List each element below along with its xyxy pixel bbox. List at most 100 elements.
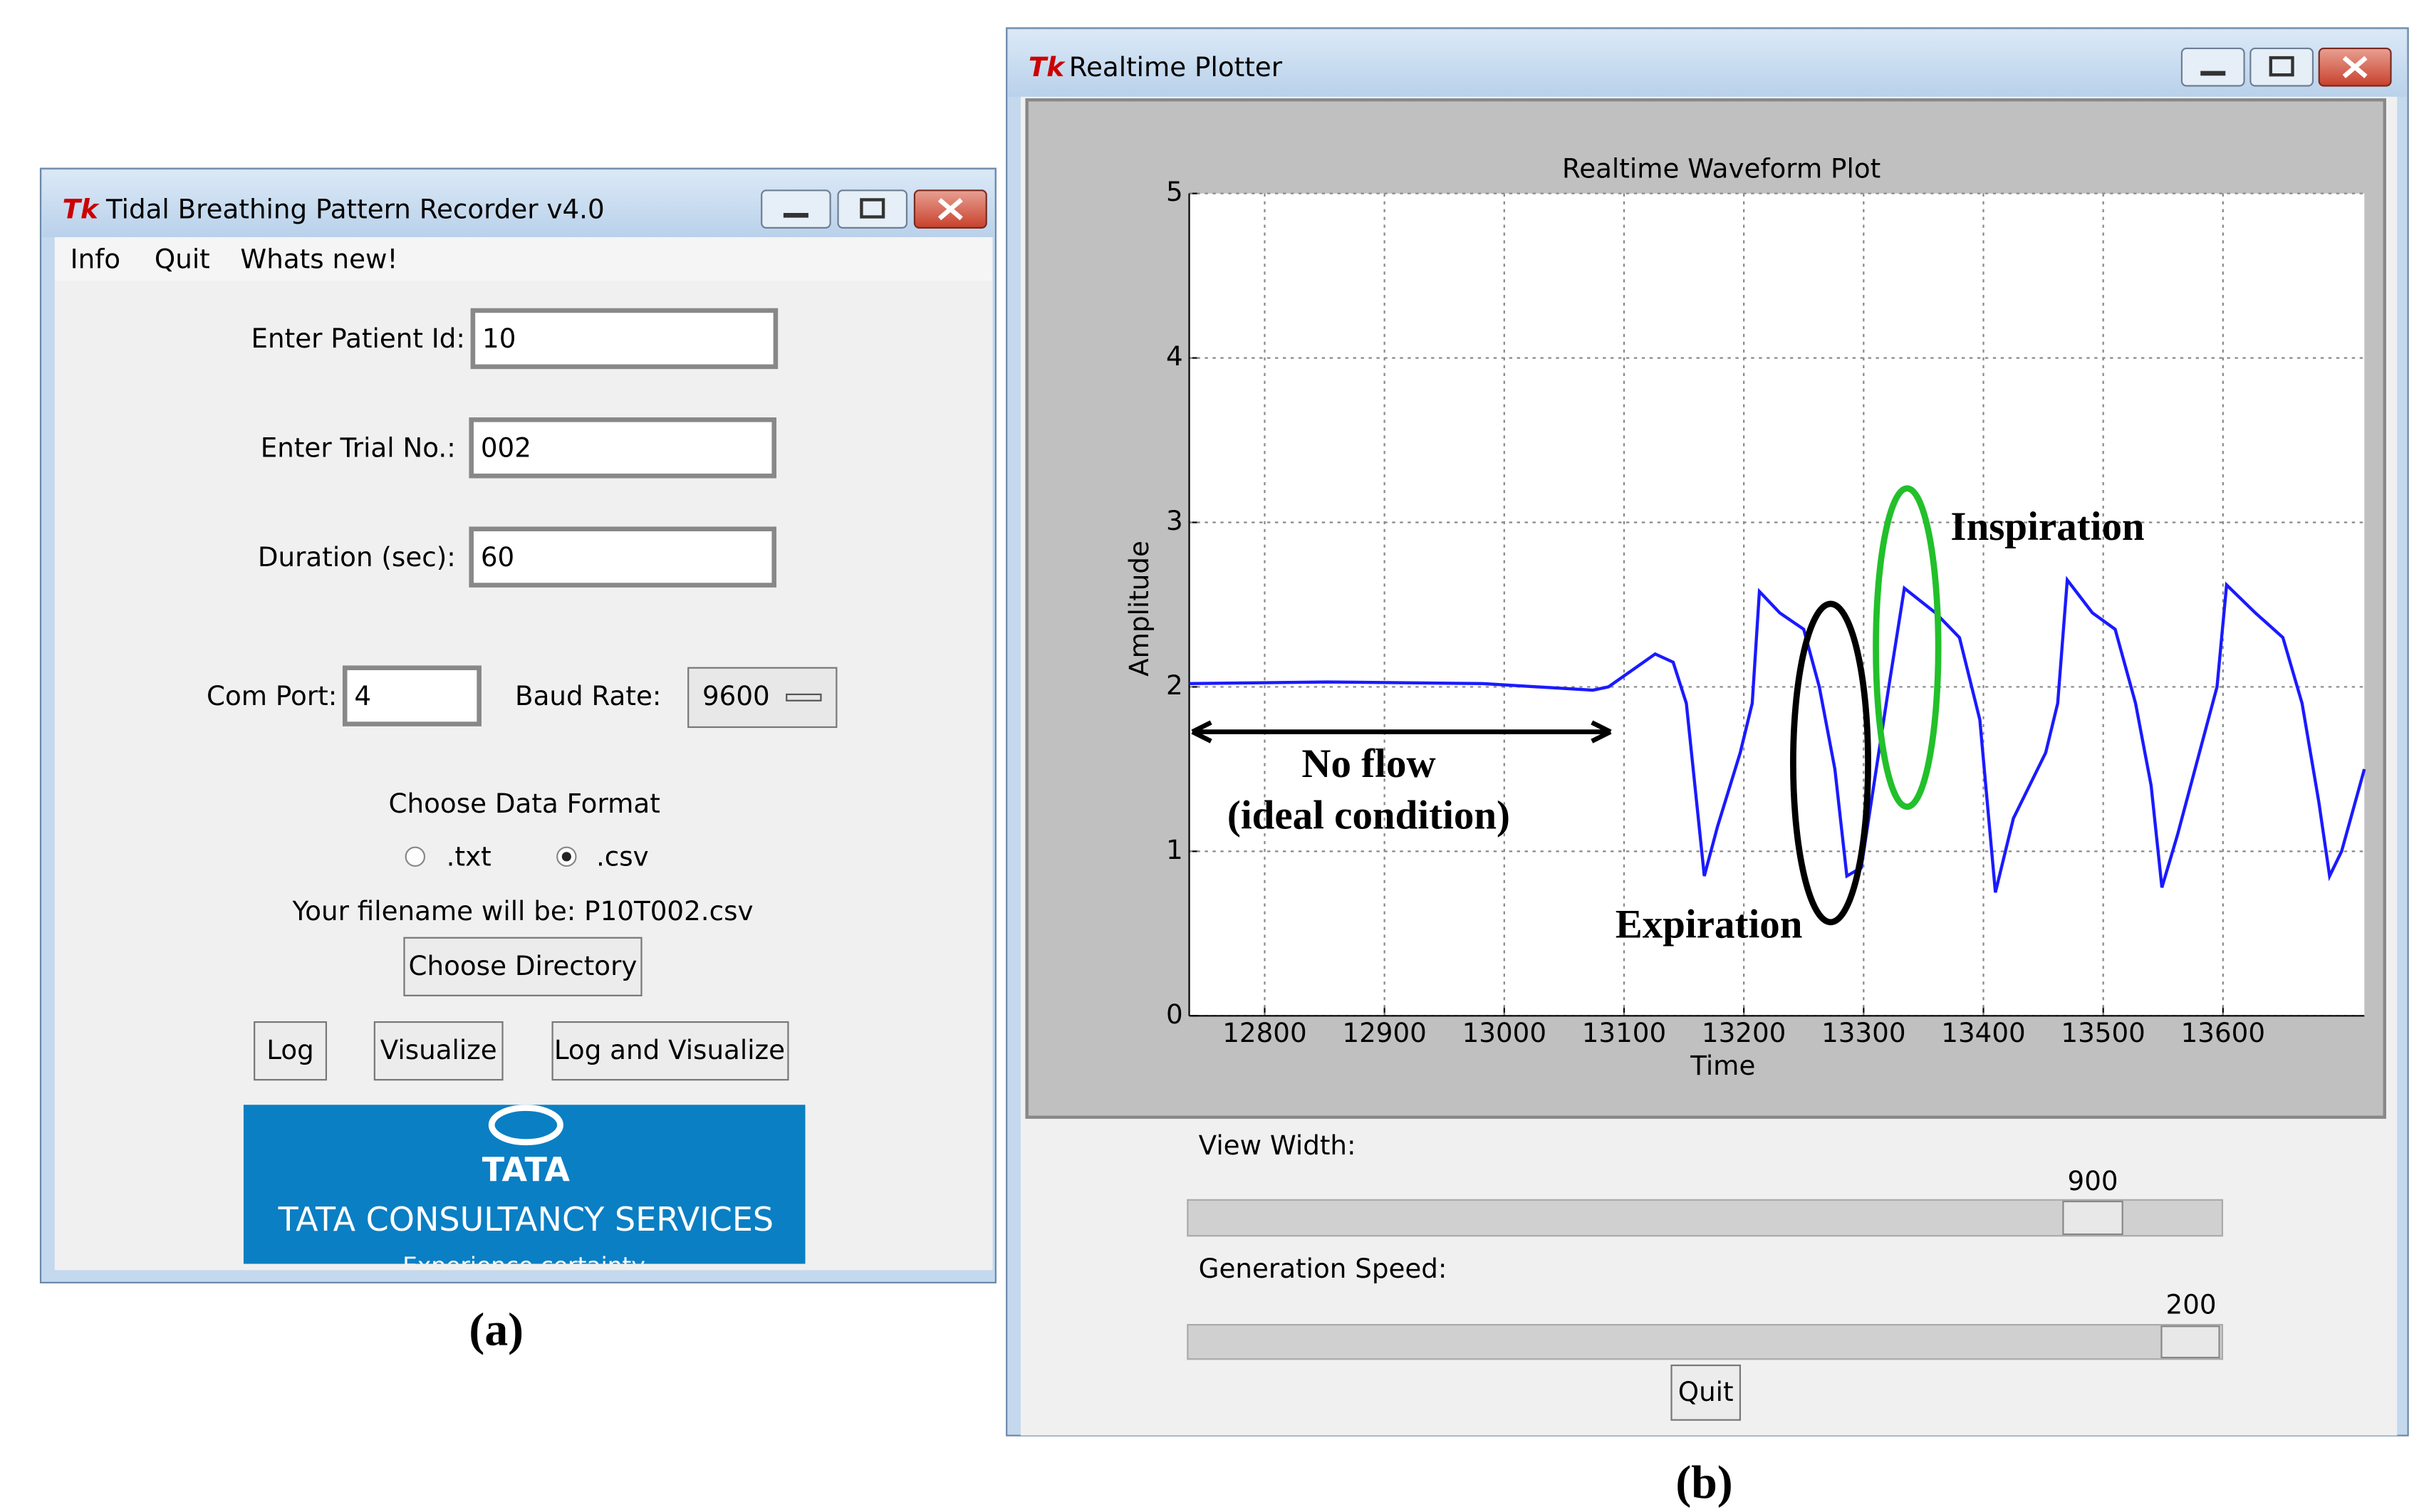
y-axis-label: Amplitude [1123,541,1155,677]
field-label: Com Port: [207,680,337,711]
text-input[interactable] [342,665,482,726]
plotter-window: Tk Realtime Plotter 0 1 2 3 4 5 12800 12900 1300… [1006,27,2409,1437]
button[interactable] [373,1021,504,1081]
tk-icon: Tk [63,193,100,224]
button-label: Log [266,1034,314,1065]
button[interactable] [551,1021,789,1081]
input-value: 002 [481,432,531,463]
button[interactable] [403,937,643,996]
menu-item[interactable]: Quit [155,243,210,274]
button-label: Log and Visualize [554,1034,785,1065]
input-value: 4 [354,680,371,711]
logo: TATA TATA CONSULTANCY SERVICES Experienc… [243,1105,806,1280]
menu-item[interactable]: Whats new! [240,243,397,274]
caption: (b) [1675,1456,1732,1508]
x-tick-label: 13600 [2181,1017,2265,1048]
y-tick-label: 1 [1166,834,1183,865]
field-label: Duration (sec): [258,541,456,573]
text-input[interactable] [469,417,777,479]
tk-icon: Tk [1029,51,1066,83]
x-tick-label: 13400 [1941,1017,2025,1048]
radio-label: .txt [447,841,491,872]
slider-trough[interactable] [1187,1323,2224,1360]
logo-company: TATA CONSULTANCY SERVICES [278,1200,774,1239]
button[interactable] [254,1021,328,1081]
logo-brand: TATA [482,1150,571,1189]
menu-bar [54,237,993,281]
slider-label: Generation Speed: [1199,1253,1447,1284]
y-tick-label: 0 [1166,999,1183,1030]
logo-emblem [488,1105,563,1146]
plot-area [1189,193,2365,1016]
duration-field: Duration (sec): 60 [258,526,777,588]
slider-label: View Width: [1199,1130,1356,1161]
trial-field: Enter Trial No.: 002 [261,417,777,479]
button-label: Quit [1678,1376,1734,1407]
annotation: Expiration [1616,902,1803,947]
y-tick-label: 2 [1166,669,1183,701]
option-value: 9600 [702,680,770,711]
minimize-button[interactable] [2180,47,2245,87]
annotation: No flow [1301,741,1435,786]
waveform-line [1189,575,2366,893]
title-bar [42,170,994,238]
chart-title: Realtime Waveform Plot [1562,152,1880,184]
input-value: 10 [482,323,516,354]
slider-value: 900 [2068,1165,2118,1196]
input-value: 60 [481,541,514,573]
x-tick-label: 13300 [1821,1017,1905,1048]
y-tick-label: 4 [1166,340,1183,372]
annotation: Inspiration [1950,504,2144,549]
x-tick-label: 13200 [1702,1017,1786,1048]
highlight-ellipse [1873,485,1942,810]
button-label: Choose Directory [409,950,638,981]
button-label: Visualize [380,1034,497,1065]
field-label: Baud Rate: [515,680,661,711]
maximize-button[interactable] [837,189,908,229]
x-tick-label: 12900 [1342,1017,1426,1048]
slider-thumb[interactable] [2062,1200,2123,1236]
highlight-ellipse [1790,600,1871,926]
y-tick-label: 3 [1166,505,1183,536]
title-bar [1008,29,2407,97]
maximize-button[interactable] [2249,47,2314,87]
icon [2269,56,2294,77]
patient-field: Enter Patient Id: 10 [251,308,779,370]
y-tick-label: 5 [1166,176,1183,207]
icon [860,198,885,219]
logo-tagline: Experience certainty. [402,1252,650,1280]
radio-dot [561,852,571,862]
caption: (a) [469,1303,524,1355]
x-axis-label: Time [1690,1050,1755,1081]
chart: 0 1 2 3 4 5 12800 12900 13000 13100 13200 13300 1340… [1166,176,2366,1048]
radio[interactable] [405,846,426,867]
section-label: Choose Data Format [389,788,660,819]
arrow [1191,720,1612,744]
icon [2342,56,2368,78]
slider-trough[interactable] [1187,1199,2224,1237]
slider-value: 200 [2166,1288,2217,1320]
text-input[interactable] [470,308,779,370]
field-label: Enter Trial No.: [261,432,456,463]
minimize-button[interactable] [761,189,831,229]
button[interactable] [1670,1364,1742,1421]
recorder-window: Tk Tidal Breathing Pattern Recorder v4.0… [39,167,997,1284]
radio-label: .csv [596,841,649,872]
icon [786,693,822,702]
menu-item[interactable]: Info [71,243,120,274]
slider-thumb[interactable] [2160,1325,2220,1359]
annotation: (ideal condition) [1227,793,1510,838]
field-label: Enter Patient Id: [251,323,465,354]
text-input[interactable] [469,526,777,588]
x-tick-label: 13500 [2061,1017,2145,1048]
window-title: Realtime Plotter [1069,51,1283,83]
filename: Your filename will be: P10T002.csv [291,895,753,927]
icon [937,197,963,221]
x-tick-label: 12800 [1222,1017,1306,1048]
window-title: Tidal Breathing Pattern Recorder v4.0 [105,193,605,224]
logo-background [243,1105,806,1264]
x-tick-label: 13100 [1582,1017,1666,1048]
x-tick-label: 13000 [1462,1017,1546,1048]
